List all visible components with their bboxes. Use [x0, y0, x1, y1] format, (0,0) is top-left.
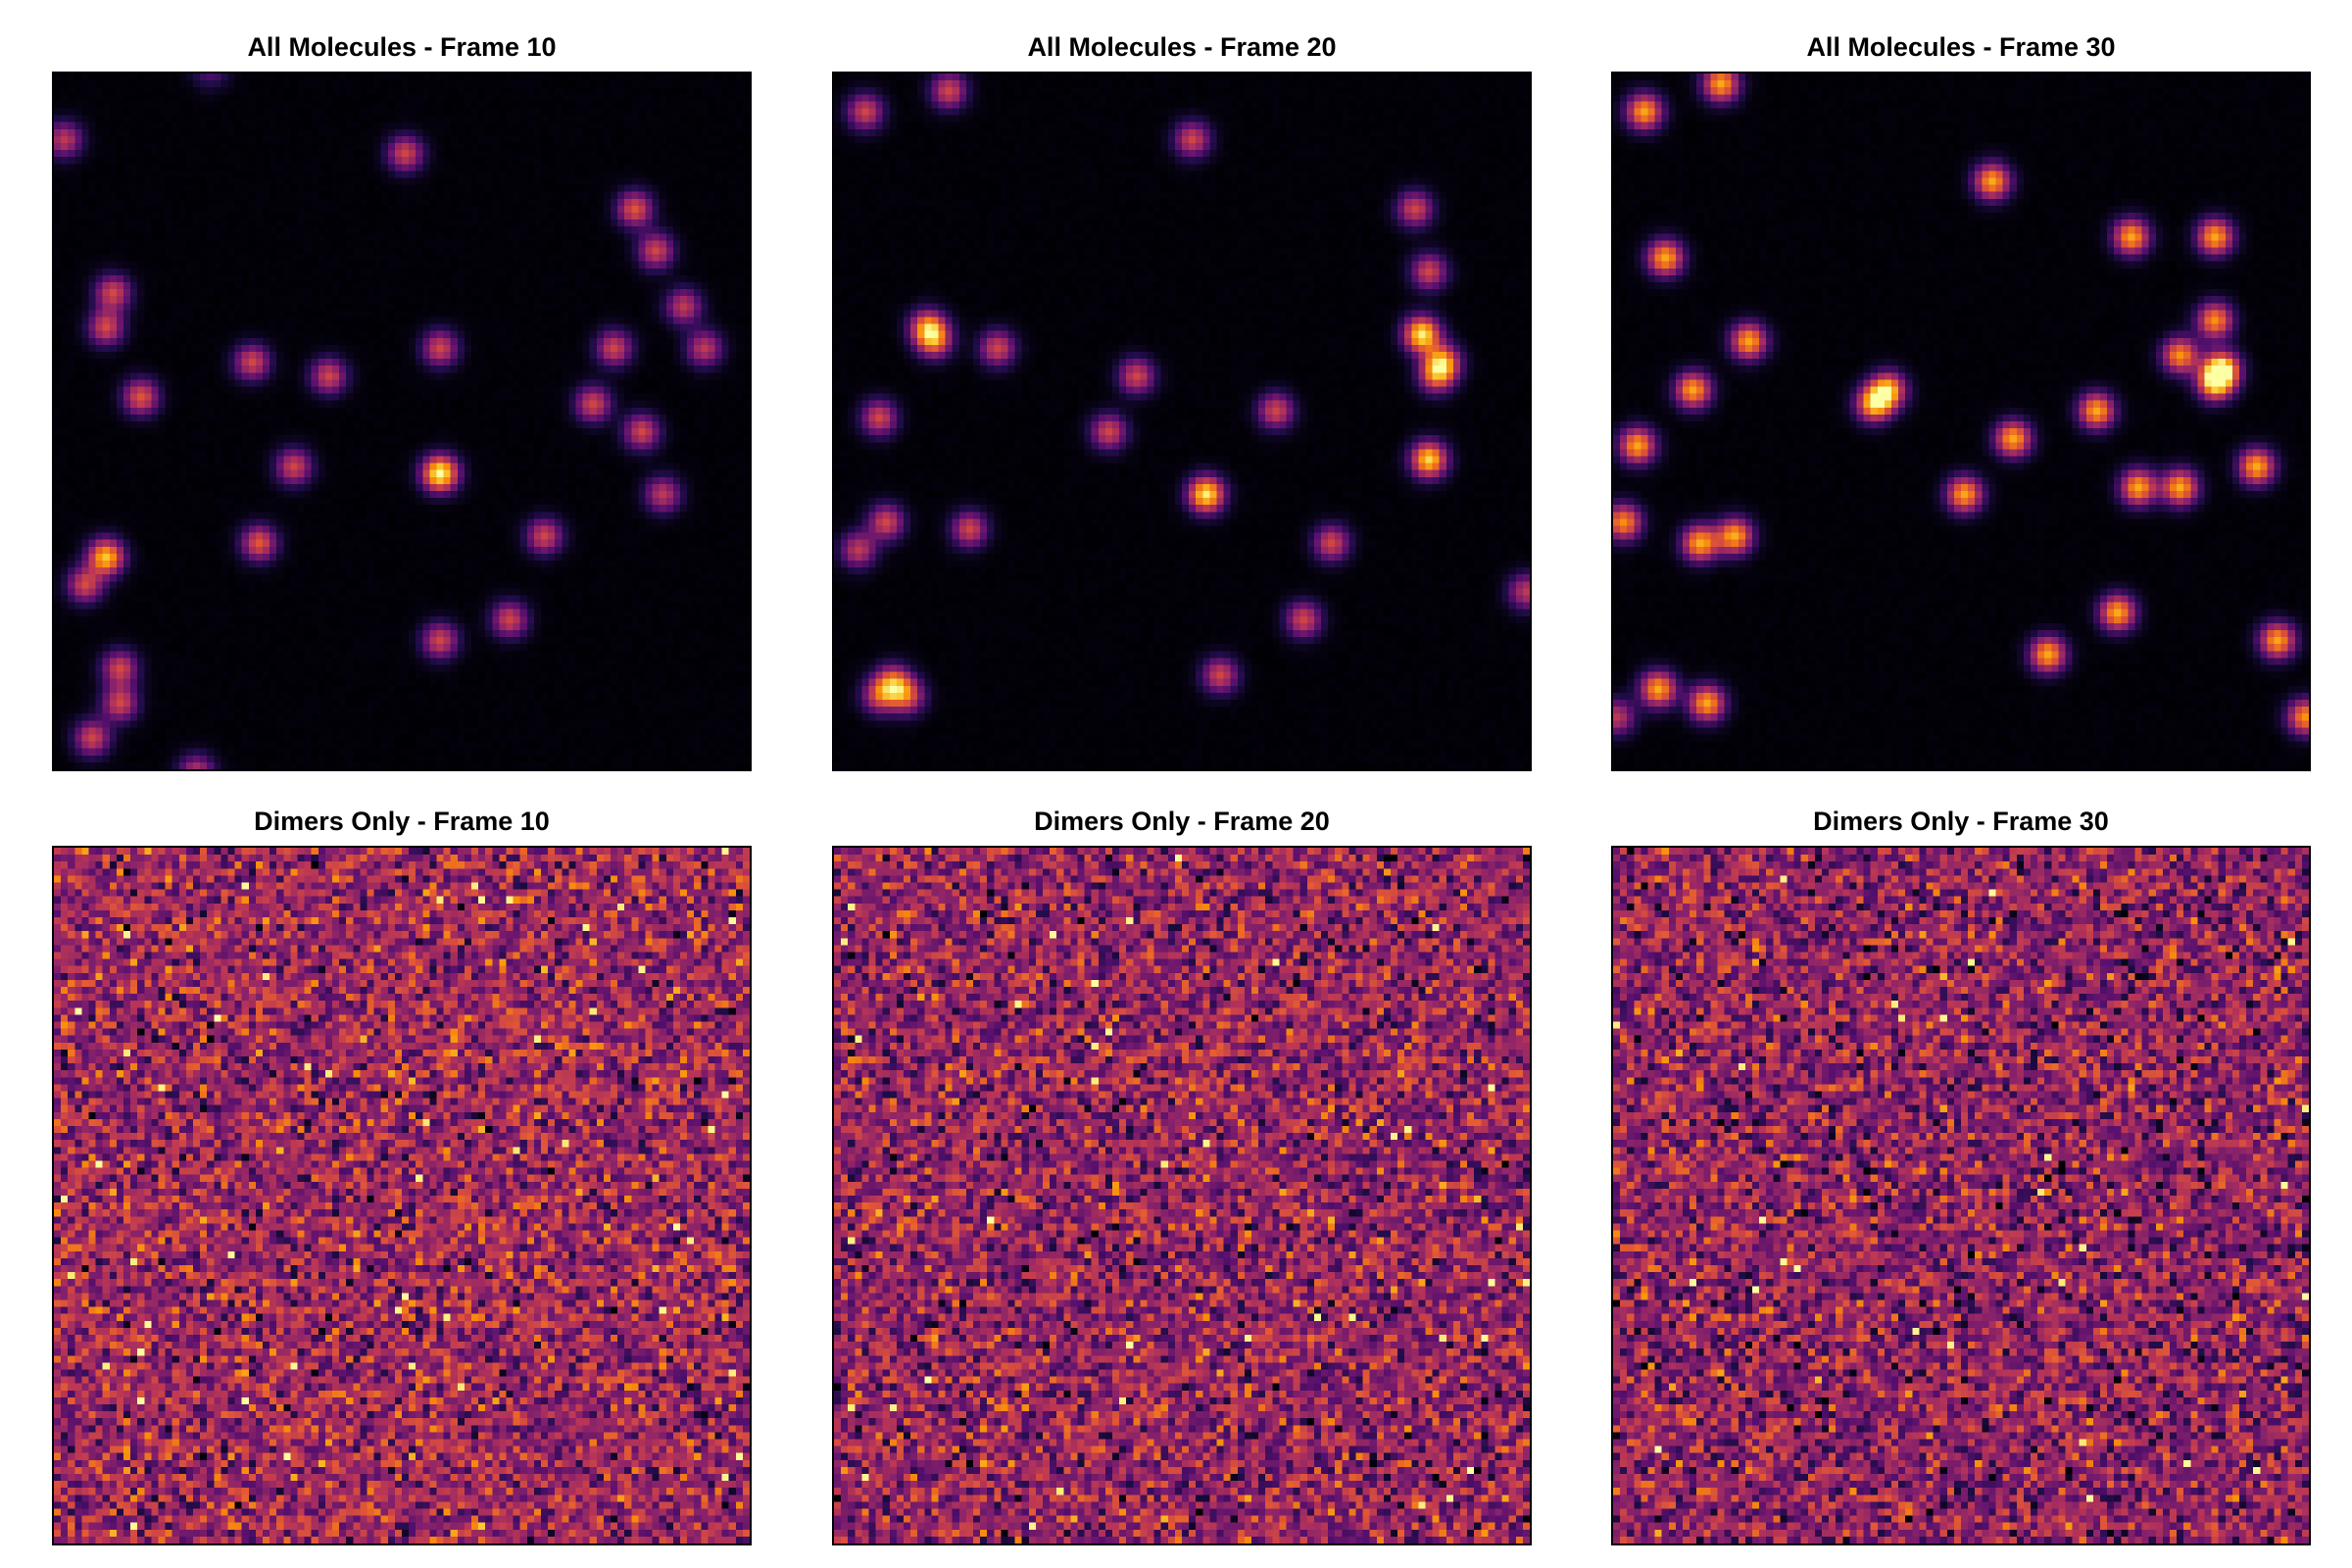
panel-title: All Molecules - Frame 20	[1027, 32, 1337, 62]
panel-title: Dimers Only - Frame 10	[254, 807, 550, 836]
panel-title: Dimers Only - Frame 20	[1034, 807, 1330, 836]
heatmap-image	[832, 846, 1532, 1545]
heatmap-image	[52, 846, 752, 1545]
panel-title: All Molecules - Frame 10	[247, 32, 557, 62]
panel-title: All Molecules - Frame 30	[1806, 32, 2116, 62]
heatmap-image	[1611, 846, 2311, 1545]
heatmap-image	[52, 72, 752, 771]
heatmap-image	[1611, 72, 2311, 771]
heatmap-image	[832, 72, 1532, 771]
panel-title: Dimers Only - Frame 30	[1813, 807, 2109, 836]
